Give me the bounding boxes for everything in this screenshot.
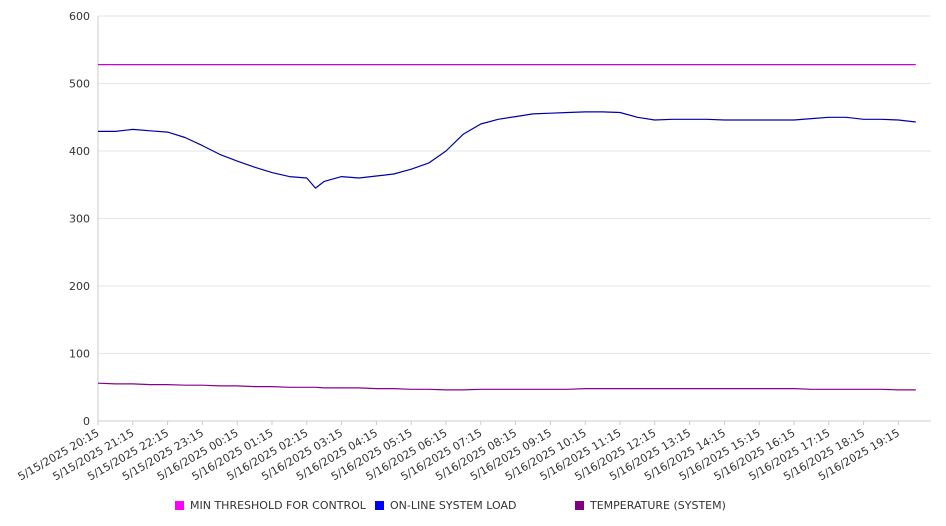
legend-swatch [575, 501, 584, 510]
legend-label: ON-LINE SYSTEM LOAD [390, 499, 517, 512]
legend-item: TEMPERATURE (SYSTEM) [575, 499, 726, 512]
legend: MIN THRESHOLD FOR CONTROL ON-LINE SYSTEM … [0, 499, 946, 515]
y-tick-label: 200 [69, 280, 90, 293]
legend-item: MIN THRESHOLD FOR CONTROL [175, 499, 366, 512]
y-tick-label: 0 [83, 415, 90, 428]
y-tick-label: 100 [69, 348, 90, 361]
legend-label: MIN THRESHOLD FOR CONTROL [190, 499, 366, 512]
grid-lines [98, 15, 931, 354]
y-tick-label: 600 [69, 10, 90, 23]
legend-swatch [375, 501, 384, 510]
legend-swatch [175, 501, 184, 510]
y-tick-label: 400 [69, 145, 90, 158]
series-line-on-line-system-load [98, 111, 916, 189]
series-line-temperature-system [97, 382, 916, 391]
y-tick-label: 500 [69, 78, 90, 91]
legend-item: ON-LINE SYSTEM LOAD [375, 499, 516, 512]
x-axis: 5/15/2025 20:155/15/2025 21:155/15/2025 … [16, 420, 931, 483]
legend-label: TEMPERATURE (SYSTEM) [590, 499, 726, 512]
plot-lines [97, 63, 916, 391]
y-tick-label: 300 [69, 213, 90, 226]
y-axis: 0 100 200 300 400 500 600 [69, 10, 99, 428]
